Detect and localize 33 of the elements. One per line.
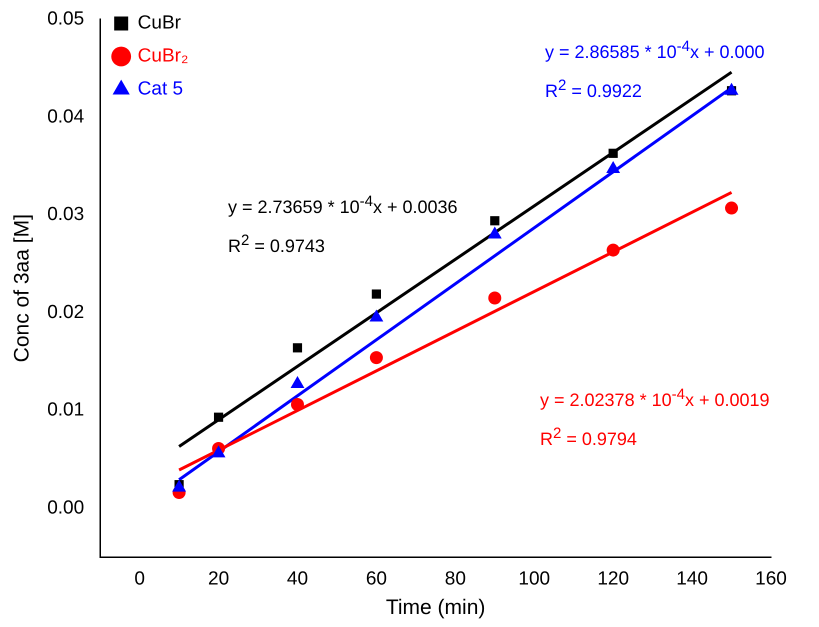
point xyxy=(606,244,620,257)
y-tick-label: 0.03 xyxy=(47,204,84,226)
x-tick-label: 60 xyxy=(366,568,387,590)
point xyxy=(488,291,502,304)
x-tick-label: 0 xyxy=(134,568,145,590)
point xyxy=(290,398,304,412)
point xyxy=(292,343,302,352)
x-tick-label: 100 xyxy=(518,568,550,590)
x-tick-label: 140 xyxy=(676,568,708,590)
x-tick-label: 120 xyxy=(597,568,630,590)
x-tick-label: 20 xyxy=(208,568,230,590)
legend-label: CuBr₂ xyxy=(138,46,188,67)
y-tick-label: 0.04 xyxy=(47,106,85,128)
text: y = 2.73659 * 10$^{-4}$x + 0.0036 R$^{2}$ = 0.9743 xyxy=(228,193,458,256)
y-tick-label: 0.05 xyxy=(47,8,84,30)
point xyxy=(725,202,738,215)
y-tick-label: 0.01 xyxy=(47,400,84,421)
y-tick-label: 0.00 xyxy=(47,497,84,518)
x-tick-label: 40 xyxy=(286,568,308,590)
x-axis-title: Time (min) xyxy=(386,596,486,620)
legend-label: CuBr xyxy=(138,12,182,34)
point xyxy=(370,351,383,364)
x-tick-label: 80 xyxy=(444,568,466,590)
point xyxy=(608,148,618,158)
legend-label: Cat 5 xyxy=(138,78,184,100)
point xyxy=(490,216,500,226)
x-tick-label: 160 xyxy=(755,568,787,590)
text: y = 2.86585 * 10$^{-4}$x + 0.000 R$^{2}$ = 0.9922 xyxy=(545,38,765,101)
text: y = 2.02378 * 10$^{-4}$x + 0.0019 R$^{2}$ = 0.9794 xyxy=(540,386,770,449)
point xyxy=(214,412,224,422)
y-axis-title: Conc of 3aa [M] xyxy=(10,214,34,362)
y-tick-label: 0.02 xyxy=(47,302,84,323)
point xyxy=(372,289,381,299)
